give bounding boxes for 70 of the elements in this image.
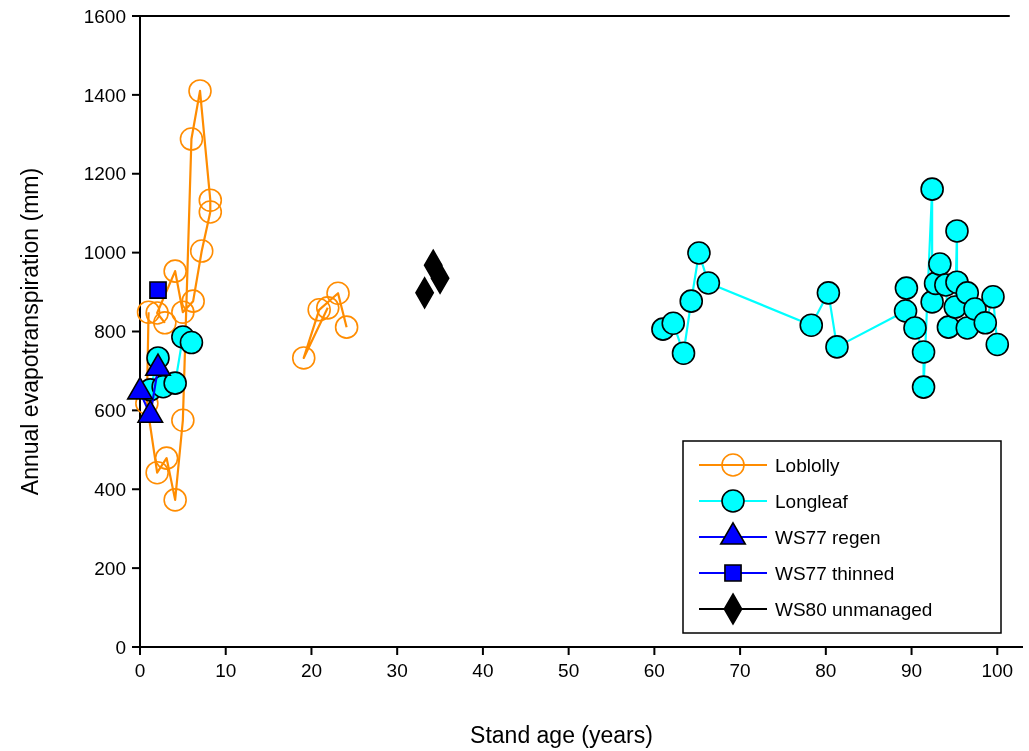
- point: [799, 313, 824, 337]
- y-tick-label: 1000: [83, 242, 126, 264]
- point: [894, 276, 919, 300]
- point: [181, 289, 205, 313]
- x-tick-label: 20: [300, 660, 323, 681]
- legend-label: WS80 unmanaged: [775, 598, 933, 620]
- legend-label: WS77 regen: [775, 526, 881, 548]
- point: [145, 460, 169, 485]
- point: [696, 271, 721, 295]
- point: [973, 311, 998, 335]
- y-tick-label: 200: [94, 557, 126, 579]
- y-tick-label: 1600: [83, 5, 126, 27]
- point: [163, 259, 187, 283]
- point: [315, 296, 340, 320]
- x-tick-label: 40: [472, 660, 494, 681]
- point: [661, 311, 686, 335]
- x-tick-label: 100: [981, 660, 1014, 681]
- point: [981, 285, 1005, 309]
- y-axis-title: Annual evapotranspiration (mm): [17, 167, 43, 496]
- y-tick-label: 400: [94, 478, 126, 500]
- x-tick-label: 70: [729, 660, 751, 681]
- point: [153, 311, 177, 335]
- point: [671, 341, 696, 365]
- point: [163, 488, 187, 512]
- point: [334, 315, 359, 339]
- point: [189, 239, 214, 263]
- point: [920, 290, 944, 314]
- point: [198, 200, 223, 224]
- point: [179, 127, 204, 151]
- point: [816, 281, 841, 305]
- y-tick-label: 1200: [83, 163, 126, 185]
- point: [985, 332, 1010, 357]
- point: [154, 446, 179, 470]
- y-tick-label: 1400: [83, 84, 126, 106]
- x-tick-label: 90: [900, 660, 923, 681]
- point: [945, 219, 969, 243]
- point: [920, 177, 944, 201]
- x-tick-label: 60: [643, 660, 665, 681]
- point: [291, 346, 316, 370]
- y-tick-label: 600: [94, 400, 126, 422]
- point: [145, 301, 169, 325]
- point: [825, 335, 849, 359]
- point: [911, 340, 936, 364]
- point: [171, 300, 195, 324]
- point: [687, 241, 711, 265]
- point: [326, 281, 350, 306]
- point: [179, 330, 204, 355]
- x-tick-label: 50: [558, 660, 580, 681]
- y-tick-label: 0: [115, 636, 126, 658]
- point: [149, 281, 167, 299]
- point: [928, 252, 952, 276]
- x-axis-title: Stand age (years): [470, 722, 653, 748]
- legend-label: Loblolly: [775, 454, 840, 476]
- point: [679, 289, 704, 313]
- point: [307, 298, 331, 322]
- x-tick-label: 0: [134, 660, 146, 681]
- y-tick-label: 800: [94, 321, 126, 343]
- x-tick-label: 30: [386, 660, 408, 681]
- point: [136, 300, 161, 324]
- point: [911, 375, 936, 399]
- point: [903, 316, 927, 340]
- point: [171, 408, 195, 433]
- point: [198, 188, 223, 212]
- legend-label: WS77 thinned: [775, 562, 895, 584]
- point: [188, 79, 212, 103]
- point: [163, 371, 187, 395]
- x-tick-label: 10: [215, 660, 237, 681]
- x-tick-label: 80: [815, 660, 837, 681]
- legend-label: Longleaf: [775, 490, 849, 512]
- point: [893, 299, 918, 323]
